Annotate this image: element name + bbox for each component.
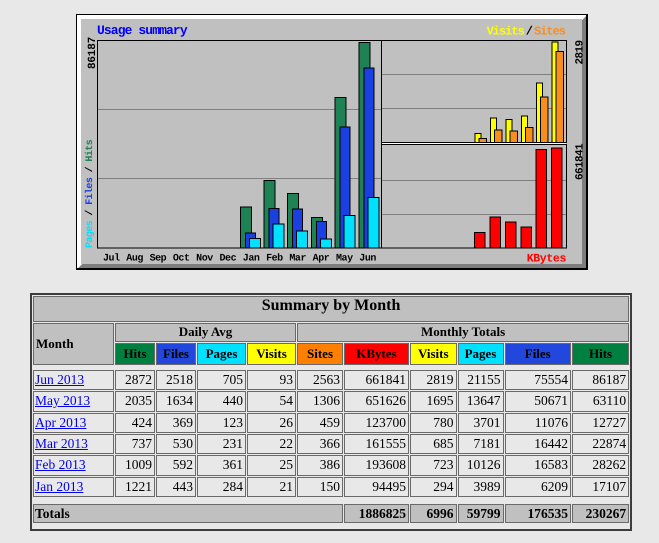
svg-text:May: May [336,254,353,265]
svg-text:Pages / Files / Hits: Pages / Files / Hits [84,139,96,248]
svg-text:Sep: Sep [150,254,167,265]
svg-text:Nov: Nov [196,254,213,265]
svg-text:Jun: Jun [359,254,376,265]
svg-text:Visits/Sites: Visits / Sites [487,25,566,39]
svg-text:Jan: Jan [243,254,260,265]
svg-text:Jul: Jul [103,253,120,265]
svg-text:Mar: Mar [289,254,306,265]
svg-text:86187: 86187 [87,37,99,69]
svg-text:KBytes: KBytes [527,253,567,266]
svg-text:661841: 661841 [575,143,587,180]
svg-text:Apr: Apr [313,254,330,265]
svg-text:Aug: Aug [126,254,143,265]
svg-text:Oct: Oct [173,254,190,265]
svg-text:Dec: Dec [219,254,236,265]
svg-text:Feb: Feb [266,253,283,265]
svg-text:2819: 2819 [575,40,587,64]
svg-text:Usage summary: Usage summary [97,23,188,38]
